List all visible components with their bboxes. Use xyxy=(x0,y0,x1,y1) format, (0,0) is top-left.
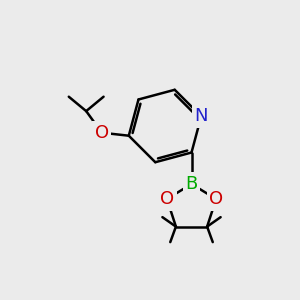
Text: N: N xyxy=(194,107,208,125)
Text: O: O xyxy=(95,124,109,142)
Text: B: B xyxy=(185,175,198,193)
Text: O: O xyxy=(209,190,223,208)
Text: O: O xyxy=(160,190,174,208)
